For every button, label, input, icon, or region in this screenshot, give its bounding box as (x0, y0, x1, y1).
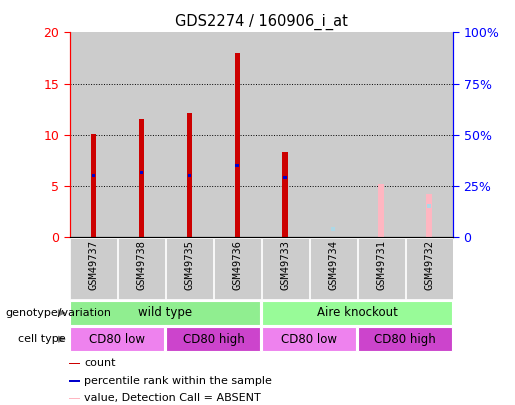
Bar (358, 327, 452, 351)
Text: Aire knockout: Aire knockout (317, 306, 398, 320)
Text: wild type: wild type (139, 306, 193, 320)
Bar (71, 301, 261, 325)
Bar (357, 32, 405, 237)
Text: GSM49731: GSM49731 (376, 240, 386, 290)
Bar (235, 164, 239, 167)
Text: CD80 low: CD80 low (90, 333, 145, 346)
Bar (213, 32, 261, 237)
Bar (139, 119, 144, 237)
Text: GSM49733: GSM49733 (280, 240, 290, 290)
Bar (405, 32, 453, 237)
Bar (165, 32, 213, 237)
Text: cell type: cell type (18, 334, 65, 344)
Bar (70, 238, 117, 299)
Bar (70, 32, 117, 237)
Bar (187, 174, 192, 177)
Text: percentile rank within the sample: percentile rank within the sample (84, 376, 272, 386)
Text: GSM49738: GSM49738 (136, 240, 146, 290)
Bar (214, 238, 261, 299)
Text: CD80 high: CD80 high (374, 333, 436, 346)
Bar (261, 32, 310, 237)
Bar (331, 227, 335, 230)
Bar (140, 171, 143, 174)
Bar (234, 53, 241, 237)
Bar (166, 238, 213, 299)
Bar (283, 176, 287, 179)
Text: GSM49732: GSM49732 (424, 240, 434, 290)
Text: CD80 low: CD80 low (281, 333, 337, 346)
Text: GSM49736: GSM49736 (232, 240, 243, 290)
Bar (262, 327, 356, 351)
Bar (117, 32, 165, 237)
Bar (71, 327, 164, 351)
Bar (406, 238, 453, 299)
Bar (186, 113, 192, 237)
Text: CD80 high: CD80 high (182, 333, 244, 346)
Text: GSM49734: GSM49734 (328, 240, 338, 290)
Bar (68, 398, 80, 399)
Bar (166, 327, 261, 351)
Bar (427, 205, 431, 208)
Text: count: count (84, 358, 115, 369)
Bar (118, 238, 165, 299)
Text: genotype/variation: genotype/variation (5, 308, 111, 318)
Bar (91, 134, 96, 237)
Bar (358, 238, 405, 299)
Bar (310, 32, 357, 237)
Bar (68, 380, 80, 382)
Bar (426, 194, 432, 237)
Text: GSM49735: GSM49735 (184, 240, 195, 290)
Bar (262, 238, 309, 299)
Bar (68, 362, 80, 364)
Bar (282, 152, 288, 237)
Bar (262, 301, 452, 325)
Bar (310, 238, 357, 299)
Bar (379, 184, 384, 237)
Text: GSM49737: GSM49737 (89, 240, 98, 290)
Title: GDS2274 / 160906_i_at: GDS2274 / 160906_i_at (175, 13, 348, 30)
Text: value, Detection Call = ABSENT: value, Detection Call = ABSENT (84, 393, 261, 403)
Bar (92, 174, 95, 177)
